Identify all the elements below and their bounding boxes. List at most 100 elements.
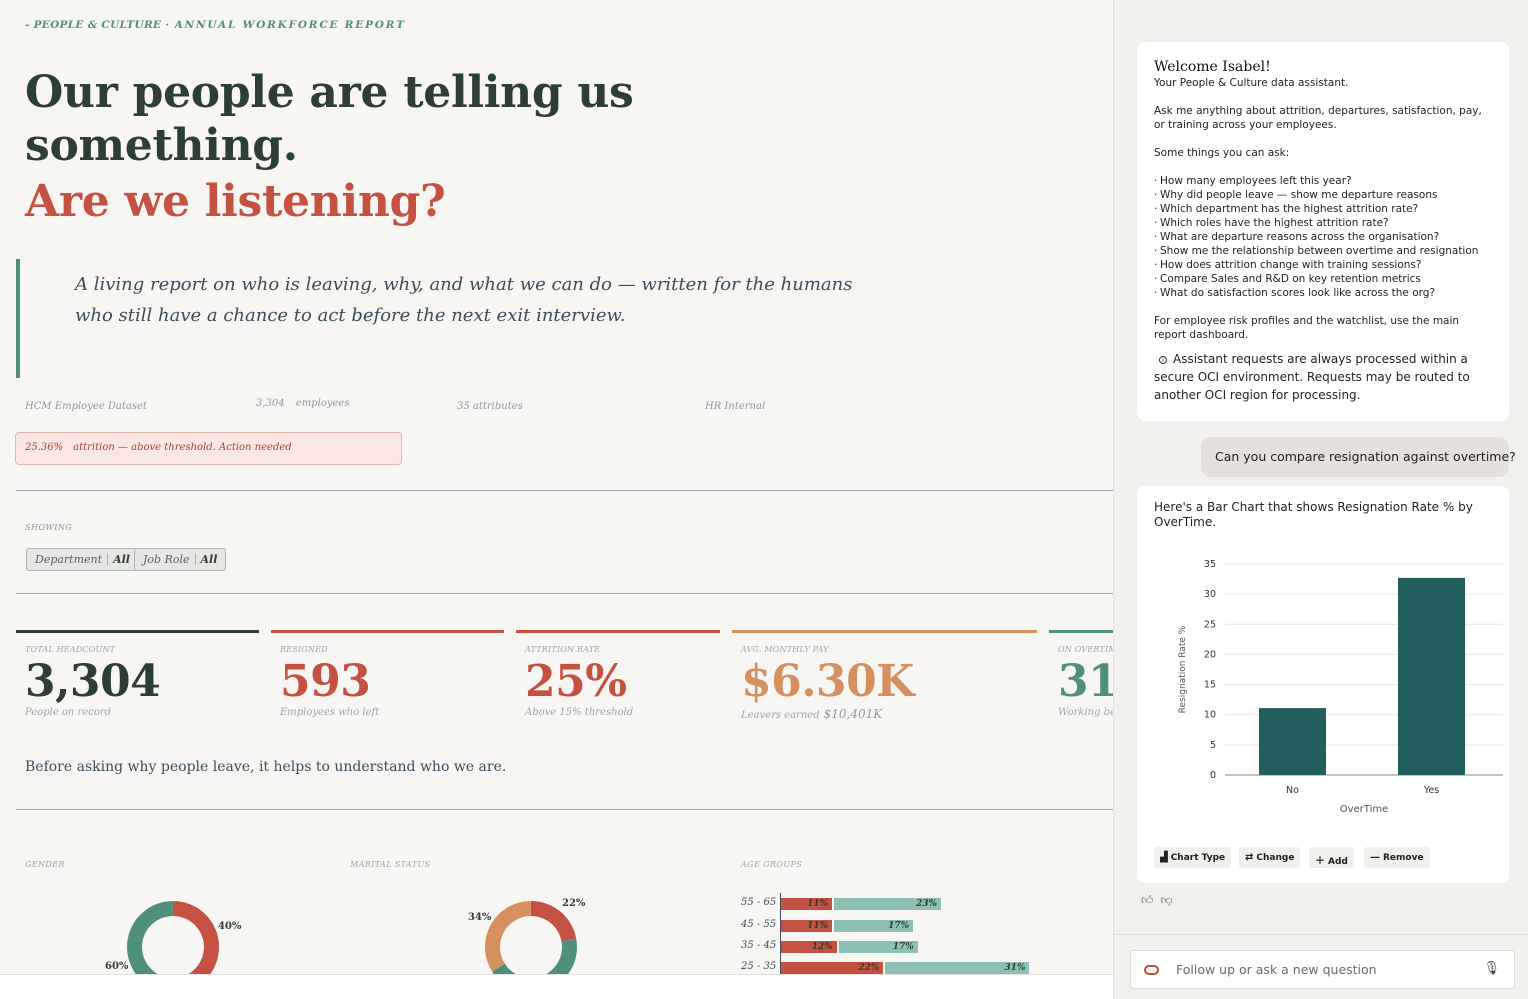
kpi-attrition-rate: ATTRITION RATE 25% Above 15% threshold [516,630,720,730]
kpi-accent-bar [516,630,720,633]
suggestion-list: How many employees left this year? Why d… [1154,174,1492,300]
suggestion-item[interactable]: Show me the relationship between overtim… [1154,244,1492,258]
marital-chart-label: MARITAL STATUS [350,860,431,869]
data-classification: HR Internal [705,401,766,412]
marital-segment-single [531,901,577,942]
change-label: Change [1256,853,1295,863]
divider [16,593,1113,594]
age-category-label: 35 - 45 [741,940,777,951]
filter-department[interactable]: Department All [26,548,139,571]
suggestion-item[interactable]: What do satisfaction scores look like ac… [1154,286,1492,300]
kpi-total-headcount: TOTAL HEADCOUNT 3,304 People on record [16,630,259,730]
divider [16,490,1113,491]
welcome-ask: Ask me anything about attrition, departu… [1154,105,1482,131]
kpi-value: 593 [280,656,371,707]
age-bar-right: 23% [834,898,942,910]
filter-department-value: All [113,553,130,566]
kpi-subtitle: Working beyond hours [1058,707,1113,718]
suggestion-item[interactable]: Why did people leave — show me departure… [1154,188,1492,202]
kpi-subtitle-value: $10,401K [823,707,883,721]
kpi-label: ATTRITION RATE [525,645,601,654]
age-bar-left: 11% [781,898,833,910]
microphone-icon[interactable]: 🎙︎ [1483,961,1500,976]
gender-label-40: 40% [218,921,242,932]
risk-note: For employee risk profiles and the watch… [1154,315,1460,341]
kpi-value: 3,304 [25,656,161,707]
showing-label: SHOWING [25,523,73,532]
report-eyebrow: - PEOPLE & CULTURE · ANNUAL WORKFORCE RE… [25,19,406,31]
kpi-accent-bar [271,630,504,633]
divider [16,809,1113,810]
age-bar-left: 11% [781,920,833,932]
marital-label-34: 34% [468,912,492,923]
resignation-overtime-chart: 0 5 10 15 20 25 30 35 No Yes OverTime Resignation R… [1178,559,1503,815]
welcome-subtitle: Your People & Culture data assistant. [1154,77,1349,89]
age-bar-right: 31% [885,962,1030,974]
filter-job-role-label: Job Role [143,553,190,566]
attrition-alert: 25.36% attrition — above threshold. Actio… [15,432,402,465]
eyebrow-report: ANNUAL WORKFORCE REPORT [174,19,406,31]
thumbs-up-icon[interactable]: 👍︎ [1141,893,1154,907]
suggestion-item[interactable]: How does attrition change with training … [1154,258,1492,272]
bar-no[interactable] [1259,708,1326,775]
marital-segment-divorced [485,901,531,972]
x-axis-title: OverTime [1340,804,1389,815]
chart-type-icon: ▟ [1160,852,1168,863]
y-tick-label: 25 [1204,619,1216,630]
question-input[interactable]: Follow up or ask a new question 🎙︎ [1130,950,1515,989]
filter-job-role-value: All [200,553,218,566]
attribute-count: 35 attributes [457,401,523,412]
minus-icon: — [1370,852,1380,863]
add-label: Add [1328,857,1348,867]
gender-chart-label: GENDER [25,860,65,869]
kpi-subtitle: People on record [25,707,112,718]
filter-job-role[interactable]: Job Role All [134,548,227,571]
employee-count-label: employees [295,398,350,409]
gender-segment-female [173,901,219,974]
kpi-accent-bar [1049,630,1113,633]
kpi-subtitle: Above 15% threshold [525,707,634,718]
assistant-panel: Welcome Isabel! Your People & Culture da… [1113,0,1528,999]
kpi-subtitle: Employees who left [280,707,380,718]
x-tick-label: No [1286,785,1299,796]
security-note-text: Assistant requests are always processed … [1154,352,1470,402]
report-bottom-strip [0,974,1113,999]
user-message: Can you compare resignation against over… [1201,437,1516,477]
y-tick-label: 35 [1204,559,1216,570]
add-button[interactable]: ＋ Add [1309,847,1354,868]
remove-button[interactable]: — Remove [1364,847,1430,868]
suggestion-item[interactable]: Compare Sales and R&D on key retention m… [1154,272,1492,286]
dataset-name: HCM Employee Dataset [25,401,147,412]
kpi-on-overtime: ON OVERTIME 31% Working beyond hours [1049,630,1113,730]
age-chart-axis [780,893,781,974]
chart-type-button[interactable]: ▟ Chart Type [1154,847,1232,868]
employee-count-value: 3,304 [256,398,285,409]
kpi-value: 25% [525,656,627,707]
workforce-report: - PEOPLE & CULTURE · ANNUAL WORKFORCE RE… [15,19,1113,974]
suggestion-item[interactable]: Which roles have the highest attrition r… [1154,216,1492,230]
marital-label-22: 22% [562,898,586,909]
gender-label-60: 60% [105,961,129,972]
kpi-label: ON OVERTIME [1058,645,1113,654]
y-tick-label: 0 [1210,770,1216,781]
change-button[interactable]: ⇄ Change [1239,847,1301,868]
age-bar-left: 22% [781,962,884,974]
change-icon: ⇄ [1245,852,1254,863]
kpi-avg-monthly-pay: AVG. MONTHLY PAY $6.30K Leavers earned $1… [732,630,1037,730]
y-axis-title: Resignation Rate % [1178,625,1188,713]
kpi-accent-bar [16,630,259,633]
thumbs-down-icon[interactable]: 👎︎ [1160,893,1173,907]
employee-count: 3,304 employees [256,398,349,409]
suggestion-item[interactable]: What are departure reasons across the or… [1154,230,1492,244]
kpi-label: TOTAL HEADCOUNT [25,645,116,654]
suggestion-item[interactable]: Which department has the highest attriti… [1154,202,1492,216]
remove-label: Remove [1383,853,1424,863]
info-icon: i [1159,356,1167,364]
attrition-alert-value: 25.36% [25,442,64,453]
kpi-resigned: RESIGNED 593 Employees who left [271,630,504,730]
age-bar-left: 12% [781,941,837,953]
suggestion-item[interactable]: How many employees left this year? [1154,174,1492,188]
y-tick-label: 5 [1210,740,1216,751]
bar-yes[interactable] [1398,577,1465,775]
page-title: Our people are telling us something. [25,67,634,171]
